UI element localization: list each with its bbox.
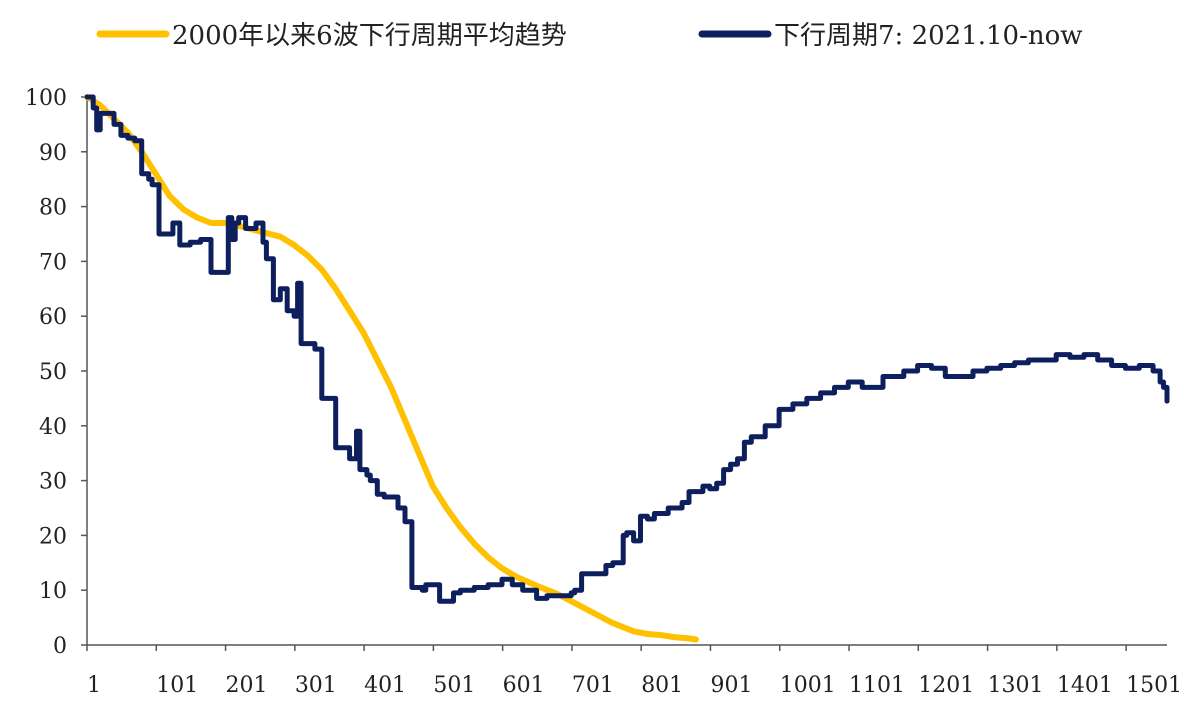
legend: 2000年以来6波下行周期平均趋势 下行周期7: 2021.10-now: [96, 21, 1083, 51]
series-line-average-trend: [84, 94, 699, 643]
x-tick-label: 401: [364, 673, 406, 698]
x-tick-label: 1101: [849, 673, 905, 698]
y-tick-label: 60: [39, 305, 67, 330]
x-tick-label: 101: [156, 673, 198, 698]
y-tick-label: 20: [39, 524, 67, 549]
x-tick-label: 1501: [1126, 673, 1182, 698]
y-tick-label: 100: [25, 86, 67, 111]
x-tick-label: 201: [226, 673, 268, 698]
y-tick-label: 70: [39, 250, 67, 275]
x-tick-label: 1: [87, 673, 101, 698]
y-tick-label: 40: [39, 415, 67, 440]
x-tick-label: 601: [503, 673, 545, 698]
series-lines: [84, 94, 1170, 643]
axes: [81, 96, 1167, 651]
legend-label-cycle-7: 下行周期7: 2021.10-now: [774, 21, 1083, 51]
y-tick-label: 50: [39, 360, 67, 385]
y-tick-label: 0: [53, 634, 67, 659]
x-tick-label: 1301: [988, 673, 1044, 698]
x-tick-label: 501: [433, 673, 475, 698]
y-tick-label: 80: [39, 196, 67, 221]
x-tick-label: 301: [295, 673, 337, 698]
x-tick-label: 801: [641, 673, 683, 698]
legend-label-average-trend: 2000年以来6波下行周期平均趋势: [172, 21, 567, 51]
series-line-cycle-7: [84, 94, 1170, 604]
y-tick-label: 90: [39, 141, 67, 166]
y-tick-label: 30: [39, 470, 67, 495]
y-tick-label: 10: [39, 579, 67, 604]
x-tick-label: 901: [710, 673, 752, 698]
x-tick-label: 1001: [780, 673, 836, 698]
x-tick-label: 701: [572, 673, 614, 698]
x-tick-label: 1201: [918, 673, 974, 698]
x-tick-label: 1401: [1057, 673, 1113, 698]
